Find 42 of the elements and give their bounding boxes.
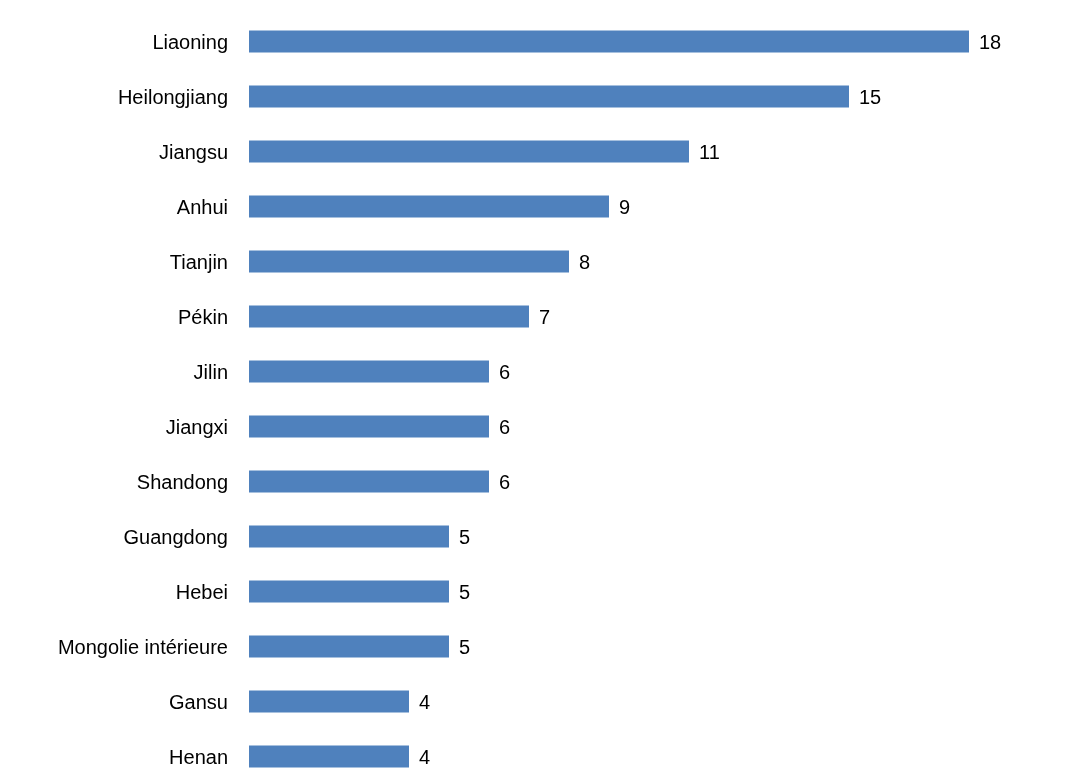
y-tick-label: Jiangsu	[159, 140, 228, 163]
data-label: 5	[459, 580, 471, 603]
y-tick-label: Tianjin	[169, 250, 228, 273]
y-tick-label: Liaoning	[152, 30, 228, 53]
bar	[249, 85, 849, 108]
bar	[249, 525, 449, 548]
y-tick-label: Jilin	[193, 360, 228, 383]
bar	[249, 635, 449, 658]
data-label: 6	[499, 415, 511, 438]
data-label: 18	[979, 30, 1002, 53]
bar	[249, 470, 489, 493]
bar	[249, 195, 609, 218]
bar	[249, 360, 489, 383]
data-label: 6	[499, 470, 511, 493]
data-label: 11	[699, 140, 720, 163]
y-tick-label: Henan	[169, 745, 228, 768]
bar	[249, 690, 409, 713]
data-label: 15	[859, 85, 882, 108]
data-label: 9	[619, 195, 631, 218]
data-label: 8	[579, 250, 591, 273]
y-tick-label: Anhui	[176, 195, 228, 218]
data-label: 7	[539, 305, 551, 328]
y-tick-label: Shandong	[136, 470, 228, 493]
bar	[249, 305, 529, 328]
bar	[249, 415, 489, 438]
y-tick-label: Pékin	[177, 305, 228, 328]
data-label: 5	[459, 635, 471, 658]
bar	[249, 140, 689, 163]
data-label: 4	[419, 690, 431, 713]
bar	[249, 250, 569, 273]
bar	[249, 30, 969, 53]
bar	[249, 580, 449, 603]
y-tick-label: Hebei	[175, 580, 228, 603]
y-tick-label: Jiangxi	[165, 415, 228, 438]
data-label: 5	[459, 525, 471, 548]
data-label: 4	[419, 745, 431, 768]
y-tick-label: Mongolie intérieure	[57, 635, 228, 658]
bar	[249, 745, 409, 768]
y-tick-label: Guangdong	[123, 525, 228, 548]
y-tick-label: Heilongjiang	[117, 85, 228, 108]
y-tick-label: Gansu	[169, 690, 228, 713]
data-label: 6	[499, 360, 511, 383]
